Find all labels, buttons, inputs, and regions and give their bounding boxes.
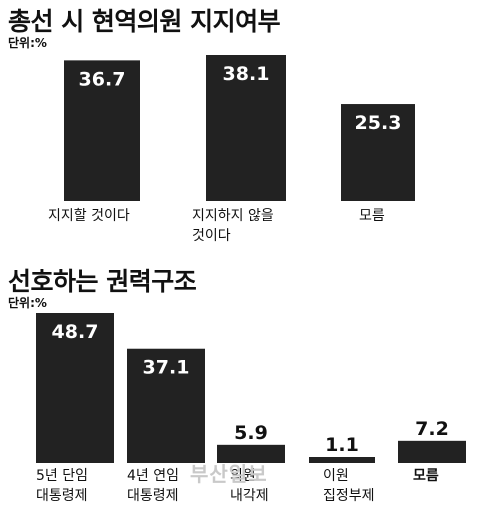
chart1-value-label: 38.1	[223, 63, 270, 85]
chart2-category-label: 내각제	[230, 488, 269, 504]
chart2-bar	[309, 457, 375, 463]
chart1-value-label: 36.7	[79, 68, 126, 90]
chart2-category-label: 이원	[323, 468, 349, 484]
chart2-bar	[36, 313, 114, 463]
chart2-value-label: 1.1	[325, 434, 359, 456]
chart2-category-label: 집정부제	[323, 488, 375, 504]
chart2-bar	[127, 348, 205, 463]
chart2-category-label: 모름	[413, 468, 439, 484]
chart1-title: 총선 시 현역의원 지지여부	[8, 7, 281, 36]
chart2-title: 선호하는 권력구조	[8, 267, 197, 296]
chart2-value-label: 37.1	[143, 357, 190, 379]
chart1-category-label: 것이다	[192, 228, 231, 244]
chart2-category-label: 4년 연임	[127, 468, 179, 484]
chart1-category-label: 지지할 것이다	[48, 208, 130, 224]
chart1-bar	[341, 104, 415, 201]
chart2-bar	[398, 440, 466, 463]
chart2-bar	[217, 444, 285, 463]
chart2-category-label: 의원	[230, 468, 256, 484]
chart1-bar	[64, 60, 140, 201]
chart2-unit: 단위:%	[8, 296, 47, 310]
chart1-unit: 단위:%	[8, 36, 47, 50]
chart1-category-label: 모름	[359, 208, 385, 224]
chart2-category-label: 대통령제	[36, 488, 88, 504]
watermark-logo: 부산일보	[190, 462, 268, 486]
chart1-bar	[206, 55, 286, 201]
chart1-value-label: 25.3	[355, 112, 402, 134]
chart2-value-label: 5.9	[234, 422, 268, 444]
chart2-value-label: 7.2	[415, 418, 449, 440]
chart1-category-label: 지지하지 않을	[192, 208, 274, 224]
chart2-category-label: 대통령제	[127, 488, 179, 504]
chart2-value-label: 48.7	[52, 321, 99, 343]
chart2-category-label: 5년 단임	[36, 468, 88, 484]
